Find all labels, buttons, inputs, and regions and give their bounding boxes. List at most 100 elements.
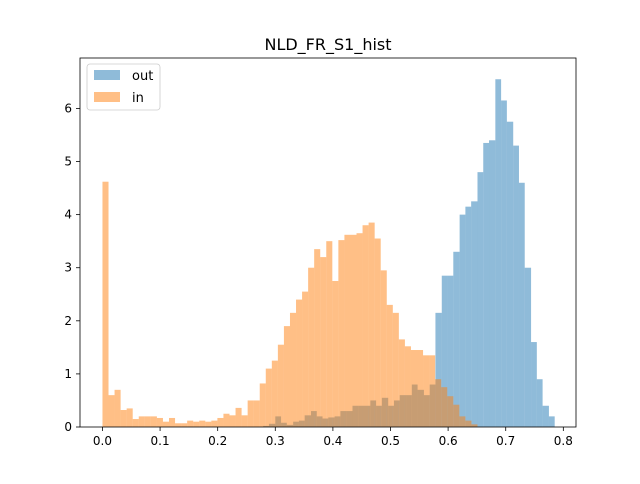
bar-in-58 [453, 404, 460, 427]
bar-in-20 [223, 413, 230, 427]
bar-in-31 [289, 312, 297, 427]
x-tick-label-3: 0.3 [266, 434, 285, 448]
bar-in-48 [392, 312, 399, 427]
bar-in-11 [169, 417, 176, 427]
bar-out-35 [471, 201, 478, 427]
bar-out-38 [489, 140, 496, 428]
bar-in-30 [283, 326, 290, 427]
y-tick-label-6: 6 [64, 101, 72, 115]
y-tick-label-0: 0 [64, 420, 72, 434]
x-tick-label-7: 0.7 [496, 434, 515, 448]
bar-in-33 [302, 291, 309, 427]
bar-in-7 [144, 416, 151, 427]
bar-in-15 [193, 421, 200, 427]
bar-in-0 [102, 181, 109, 427]
y-tick-label-3: 3 [64, 261, 72, 275]
bar-out-42 [513, 145, 519, 427]
bar-in-43 [362, 225, 369, 427]
bar-in-53 [423, 355, 430, 427]
bar-in-40 [344, 234, 351, 427]
bar-in-9 [156, 417, 163, 427]
bar-out-40 [501, 100, 507, 427]
plot-frame [79, 57, 577, 428]
bar-in-56 [441, 387, 448, 427]
bar-in-5 [132, 419, 139, 427]
x-tick-label-8: 0.8 [554, 434, 573, 448]
bar-in-22 [235, 407, 242, 427]
legend-label-out: out [132, 69, 153, 84]
bar-in-35 [314, 249, 321, 427]
bar-in-4 [126, 408, 133, 427]
bar-out-48 [548, 416, 555, 427]
chart-title: NLD_FR_S1_hist [264, 35, 391, 55]
bar-in-13 [181, 423, 188, 427]
bar-out-31 [447, 275, 454, 427]
bar-out-36 [477, 172, 484, 427]
bar-in-18 [211, 420, 218, 427]
legend-swatch-in [94, 92, 120, 102]
bar-in-14 [187, 420, 194, 427]
x-tick-label-5: 0.5 [381, 434, 400, 448]
bar-in-32 [296, 299, 303, 427]
bar-in-28 [271, 360, 278, 427]
bar-in-21 [229, 415, 236, 427]
bar-in-3 [120, 410, 127, 427]
bar-in-29 [277, 344, 284, 427]
bar-out-37 [483, 142, 490, 427]
axes-layer: 0.0 0.1 0.2 0.3 0.4 0.5 0.6 0.7 0.8 0 1 2 3 4 5 6 [64, 57, 577, 448]
bar-in-1 [108, 395, 115, 427]
bar-in-23 [241, 415, 248, 427]
bar-in-26 [259, 383, 266, 427]
bar-out-33 [459, 214, 466, 427]
bar-in-59 [459, 416, 466, 427]
bar-in-46 [380, 270, 387, 427]
bar-out-29 [435, 312, 442, 427]
bar-in-50 [404, 346, 411, 427]
bar-in-55 [435, 379, 442, 427]
bar-out-46 [536, 379, 543, 427]
bar-out-45 [531, 342, 537, 427]
bar-in-45 [374, 238, 381, 427]
bar-in-12 [175, 423, 182, 427]
bar-in-49 [398, 339, 405, 427]
bar-in-54 [429, 355, 436, 427]
legend: out in [86, 63, 161, 111]
x-tick-label-4: 0.4 [323, 434, 342, 448]
bar-in-2 [114, 389, 121, 427]
bar-in-8 [150, 416, 157, 427]
bar-in-42 [356, 233, 363, 427]
bar-in-27 [265, 368, 272, 427]
x-tick-label-1: 0.1 [151, 434, 170, 448]
bar-out-39 [495, 79, 502, 428]
bar-in-34 [308, 267, 315, 427]
bar-in-36 [320, 257, 327, 427]
bar-in-19 [217, 417, 224, 427]
bar-in-60 [465, 420, 472, 427]
bar-in-39 [338, 240, 345, 427]
bar-out-44 [524, 267, 532, 427]
bars-layer [102, 79, 555, 428]
y-tick-label-1: 1 [64, 367, 72, 381]
bar-in-57 [447, 396, 454, 427]
y-tick-label-2: 2 [64, 314, 72, 328]
bar-out-30 [441, 275, 448, 427]
bar-in-51 [410, 350, 417, 427]
bar-in-37 [326, 241, 333, 427]
bar-out-34 [465, 206, 472, 427]
bar-in-61 [471, 424, 478, 427]
bar-in-6 [138, 416, 145, 427]
bar-in-24 [247, 400, 254, 427]
bar-out-43 [518, 182, 525, 427]
bar-in-41 [350, 234, 357, 427]
x-tick-label-6: 0.6 [439, 434, 458, 448]
bar-in-52 [417, 350, 424, 427]
x-tick-label-2: 0.2 [208, 434, 227, 448]
bar-out-41 [506, 121, 514, 428]
legend-swatch-out [94, 70, 120, 80]
bar-in-44 [368, 222, 375, 427]
bar-out-47 [542, 405, 549, 427]
bar-in-47 [386, 304, 393, 427]
y-tick-label-5: 5 [64, 155, 72, 169]
bar-in-16 [199, 420, 206, 427]
